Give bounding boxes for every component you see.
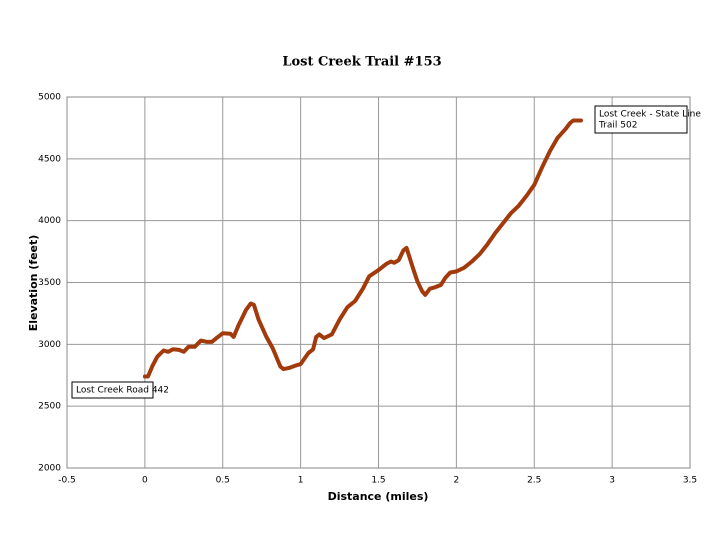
x-tick-label: 2 [454, 476, 460, 486]
x-tick-label: 1 [298, 476, 304, 486]
y-axis-title: Elevation (feet) [27, 235, 40, 332]
annotation-box [71, 381, 154, 399]
y-tick-label: 4500 [38, 154, 61, 164]
chart-title: Lost Creek Trail #153 [282, 55, 441, 70]
annotation-text: Lost Creek - State Line [599, 110, 701, 120]
y-tick-label: 3000 [38, 340, 61, 350]
x-tick-label: 3.5 [683, 476, 697, 486]
plot-border [66, 96, 691, 469]
annotation-box [594, 105, 688, 134]
x-tick-label: 1.5 [371, 476, 385, 486]
x-tick-label: 2.5 [527, 476, 541, 486]
annotation: Lost Creek Road 442 [71, 381, 169, 399]
y-tick-label: 2500 [38, 402, 61, 412]
y-tick-label: 2000 [38, 464, 61, 474]
annotation-text: Trail 502 [598, 121, 637, 131]
x-tick-label: 0.5 [216, 476, 230, 486]
y-tick-label: 5000 [38, 93, 61, 103]
y-tick-label: 4000 [38, 216, 61, 226]
y-tick-label: 3500 [38, 278, 61, 288]
annotation-text: Lost Creek Road 442 [76, 386, 169, 396]
x-axis-title: Distance (miles) [328, 490, 429, 503]
x-tick-label: 0 [142, 476, 148, 486]
x-tick-label: 3 [609, 476, 615, 486]
line [142, 118, 583, 379]
x-tick-label: -0.5 [58, 476, 76, 486]
